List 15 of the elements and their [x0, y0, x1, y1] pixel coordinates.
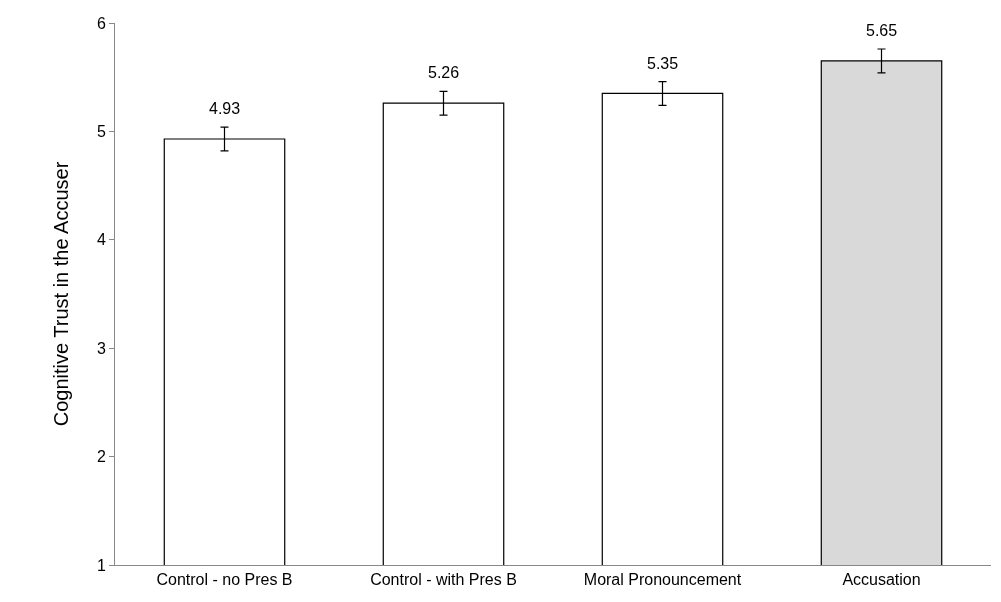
data-label: 5.65 [866, 22, 898, 39]
x-tick-label: Control - no Pres B [156, 571, 293, 589]
y-axis-title: Cognitive Trust in the Accuser [50, 161, 73, 427]
data-label: 5.26 [428, 64, 460, 81]
x-tick-label: Moral Pronouncement [583, 571, 742, 589]
data-label: 4.93 [209, 100, 241, 117]
y-tick-label: 3 [96, 339, 106, 357]
y-tick-label: 6 [96, 14, 106, 32]
y-tick-label: 5 [96, 123, 106, 140]
y-tick-label: 2 [96, 448, 106, 466]
data-label: 5.35 [647, 55, 679, 72]
y-tick-label: 1 [96, 556, 106, 574]
x-tick-label: Control - with Pres B [370, 571, 517, 589]
y-tick-label: 4 [96, 231, 106, 249]
x-tick-label: Accusation [842, 571, 921, 589]
